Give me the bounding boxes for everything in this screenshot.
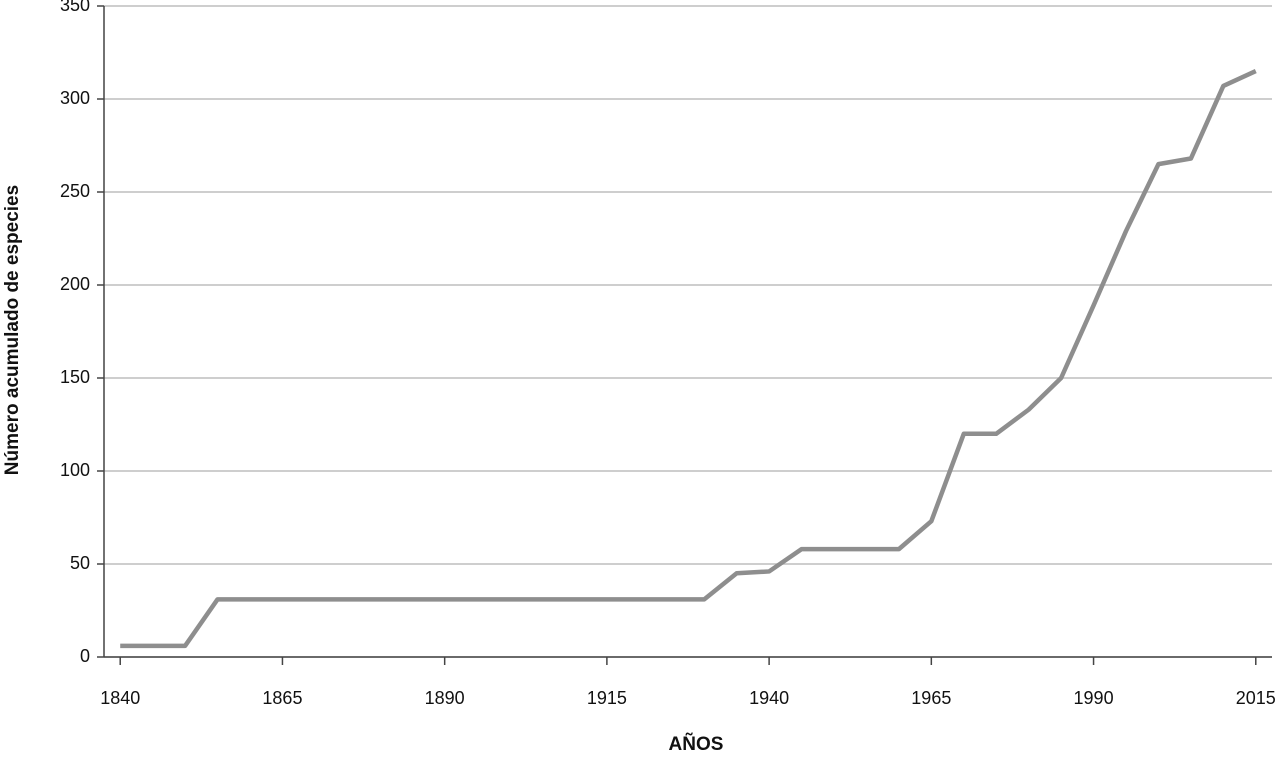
y-tick-label: 50: [70, 553, 90, 573]
y-tick-label: 150: [60, 367, 90, 387]
x-tick-label: 1965: [911, 688, 951, 708]
y-tick-label: 300: [60, 88, 90, 108]
x-tick-label: 2015: [1236, 688, 1276, 708]
x-tick-label: 1865: [262, 688, 302, 708]
x-tick-label: 1840: [100, 688, 140, 708]
y-tick-label: 350: [60, 0, 90, 15]
y-tick-label: 250: [60, 181, 90, 201]
y-tick-label: 100: [60, 460, 90, 480]
x-axis-label: AÑOS: [669, 733, 724, 755]
line: [120, 69, 1257, 649]
x-tick-label: 1915: [587, 688, 627, 708]
x-tick-label: 1890: [425, 688, 465, 708]
x-tick-label: 1940: [749, 688, 789, 708]
y-tick-label: 200: [60, 274, 90, 294]
y-axis-label: Número acumulado de especies: [2, 185, 23, 475]
x-tick-label: 1990: [1074, 688, 1114, 708]
y-tick-label: 0: [80, 646, 90, 666]
